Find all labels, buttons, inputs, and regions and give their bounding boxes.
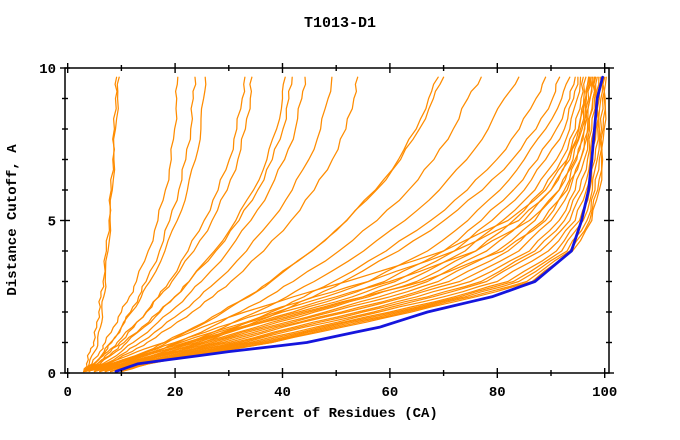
x-axis-label: Percent of Residues (CA) [236,406,438,422]
model-curve [83,76,307,373]
model-curve [83,76,439,373]
model-curve [104,76,592,373]
model-curve [109,76,600,373]
y-tick-label: 0 [48,367,56,383]
x-tick-label: 60 [381,385,398,401]
model-curve [109,76,603,373]
y-tick-label: 10 [39,62,56,78]
model-curve [83,76,293,373]
chart-title: T1013-D1 [304,15,376,32]
model-curve [83,76,118,373]
model-curve [99,76,579,373]
model-curve [115,76,606,373]
model-curve [104,76,596,373]
model-curve [83,76,333,373]
model-curve [93,76,591,373]
model-curve [83,76,359,373]
x-tick-label: 20 [167,385,184,401]
y-tick-label: 5 [48,215,56,231]
model-curve [99,76,596,373]
model-curve [83,76,207,373]
model-curve [83,76,179,373]
x-tick-label: 40 [274,385,291,401]
y-axis-label: Distance Cutoff, A [5,144,21,296]
x-tick-label: 80 [489,385,506,401]
model-curve [99,76,584,373]
model-curve [109,76,597,373]
model-curve [83,76,246,373]
model-curve [83,76,120,373]
model-curve [83,76,445,373]
model-curve [93,76,594,373]
model-curve [83,76,253,373]
highlight-curve [114,75,604,373]
model-curve [83,76,197,373]
model-curve [88,76,590,373]
axes-layer: 0 20 40 60 80 100 0 5 10 [39,62,617,401]
model-curve [104,76,594,373]
model-curve [109,76,598,373]
x-tick-label: 0 [63,385,71,401]
curves-layer [83,75,607,373]
model-curve [99,76,587,373]
x-tick-label: 100 [592,385,617,401]
